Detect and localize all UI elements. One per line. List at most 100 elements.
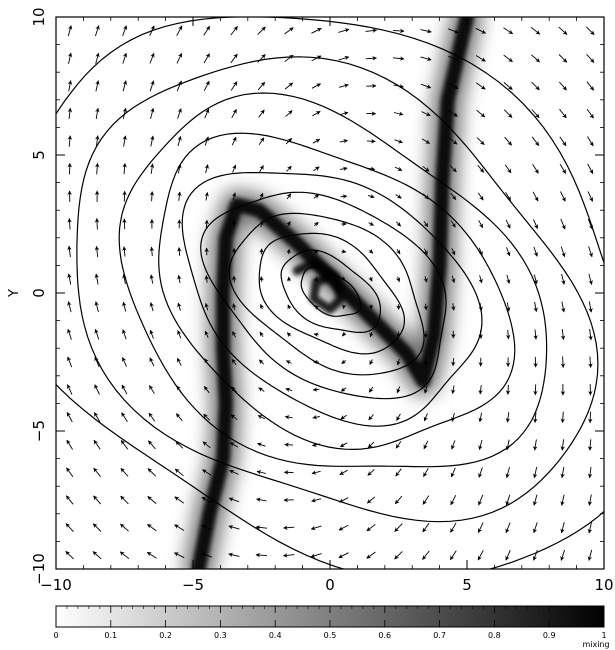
colorbar-tick-label: 0.4 [269, 631, 282, 640]
vector-arrow [393, 83, 404, 89]
vector-arrow [175, 413, 183, 422]
vector-arrow [450, 220, 456, 228]
vector-arrow [532, 466, 538, 479]
vector-arrow [503, 27, 514, 35]
colorbar-tick-label: 0.1 [104, 631, 117, 640]
vector-arrow [450, 467, 456, 478]
vector-arrow [420, 28, 432, 34]
vector-arrow [122, 162, 127, 175]
vector-arrow [588, 273, 593, 285]
contour-line [56, 17, 604, 569]
vector-arrow [395, 276, 401, 283]
vector-arrow [451, 412, 456, 422]
vector-arrow [338, 28, 350, 33]
vector-arrow [396, 331, 401, 338]
vector-arrow [505, 439, 511, 451]
vector-arrow [341, 331, 347, 337]
vector-arrow [449, 137, 458, 145]
vector-arrow [93, 439, 101, 450]
vector-arrow [257, 54, 266, 63]
vector-arrow [312, 414, 320, 420]
vector-arrow [395, 248, 401, 255]
vector-arrow [504, 164, 512, 174]
vector-arrow [450, 303, 456, 311]
vector-arrow [532, 522, 538, 534]
vector-arrow [505, 412, 511, 423]
vector-arrow [532, 549, 538, 561]
vector-arrow [587, 218, 593, 230]
vector-arrow [65, 523, 74, 533]
vector-arrow [313, 249, 319, 255]
vector-arrow [505, 494, 511, 506]
vector-arrow [284, 442, 294, 448]
vector-arrow [177, 135, 182, 147]
vector-arrow [367, 166, 376, 171]
vector-arrow [368, 276, 373, 282]
vector-arrow [202, 469, 212, 476]
vector-arrow [423, 220, 429, 228]
vector-arrow [258, 359, 265, 365]
vector-arrow [505, 550, 511, 561]
vector-arrow [476, 137, 485, 146]
vector-arrow [201, 552, 212, 558]
vector-arrow [149, 191, 155, 202]
vector-arrow [94, 356, 100, 368]
vector-arrow [204, 275, 210, 283]
vector-arrow [94, 273, 100, 285]
vector-arrow [282, 553, 295, 558]
vector-arrow [229, 442, 239, 448]
vector-arrow [148, 440, 156, 450]
vector-arrow [121, 412, 128, 423]
vector-arrow [422, 193, 429, 200]
vector-arrow [588, 356, 593, 368]
vector-arrow [394, 166, 403, 171]
contour-line [181, 172, 483, 427]
vector-arrow [204, 302, 210, 311]
vector-arrow [120, 523, 129, 532]
vector-arrow [423, 440, 429, 450]
vector-arrow [149, 135, 155, 147]
vector-arrow [450, 192, 457, 200]
vector-arrow [256, 497, 267, 503]
vector-arrow [366, 523, 376, 532]
vector-arrow [67, 107, 73, 120]
vector-arrow [423, 467, 429, 477]
vector-arrow [310, 525, 322, 531]
vector-arrow [586, 53, 595, 63]
vector-arrow [230, 414, 238, 421]
vector-arrow [311, 470, 321, 475]
vector-arrow [423, 413, 428, 422]
vector-arrow [67, 25, 73, 37]
vector-arrow [396, 386, 401, 394]
vector-arrow [311, 27, 322, 34]
vector-arrow [422, 550, 430, 560]
vector-arrow [67, 301, 72, 313]
vector-arrow [339, 111, 349, 116]
vector-arrow [478, 330, 483, 339]
vector-arrow [93, 412, 101, 423]
vector-arrow [533, 274, 538, 285]
y-axis-label: Y [7, 289, 22, 298]
vector-arrow [505, 466, 510, 479]
vector-arrow [478, 439, 483, 451]
vector-arrow [505, 384, 511, 395]
vector-arrow [67, 52, 73, 64]
vector-arrow [173, 552, 185, 559]
vector-arrow [531, 136, 540, 146]
vector-arrow [475, 82, 486, 90]
vector-arrow [505, 522, 511, 534]
vector-arrow [92, 523, 102, 532]
vector-arrow [120, 440, 129, 450]
vector-arrow [311, 442, 321, 447]
contour-line [200, 191, 447, 400]
vector-arrow [478, 467, 483, 478]
vector-arrow [531, 54, 540, 63]
vector-arrow [150, 107, 155, 120]
colorbar-tick-label: 0 [53, 631, 58, 640]
vector-arrow [478, 302, 483, 312]
vector-arrow [65, 550, 74, 560]
vector-arrow [231, 358, 237, 366]
vector-arrow [120, 495, 129, 505]
vector-arrow [450, 440, 456, 450]
vector-arrow [204, 219, 209, 228]
